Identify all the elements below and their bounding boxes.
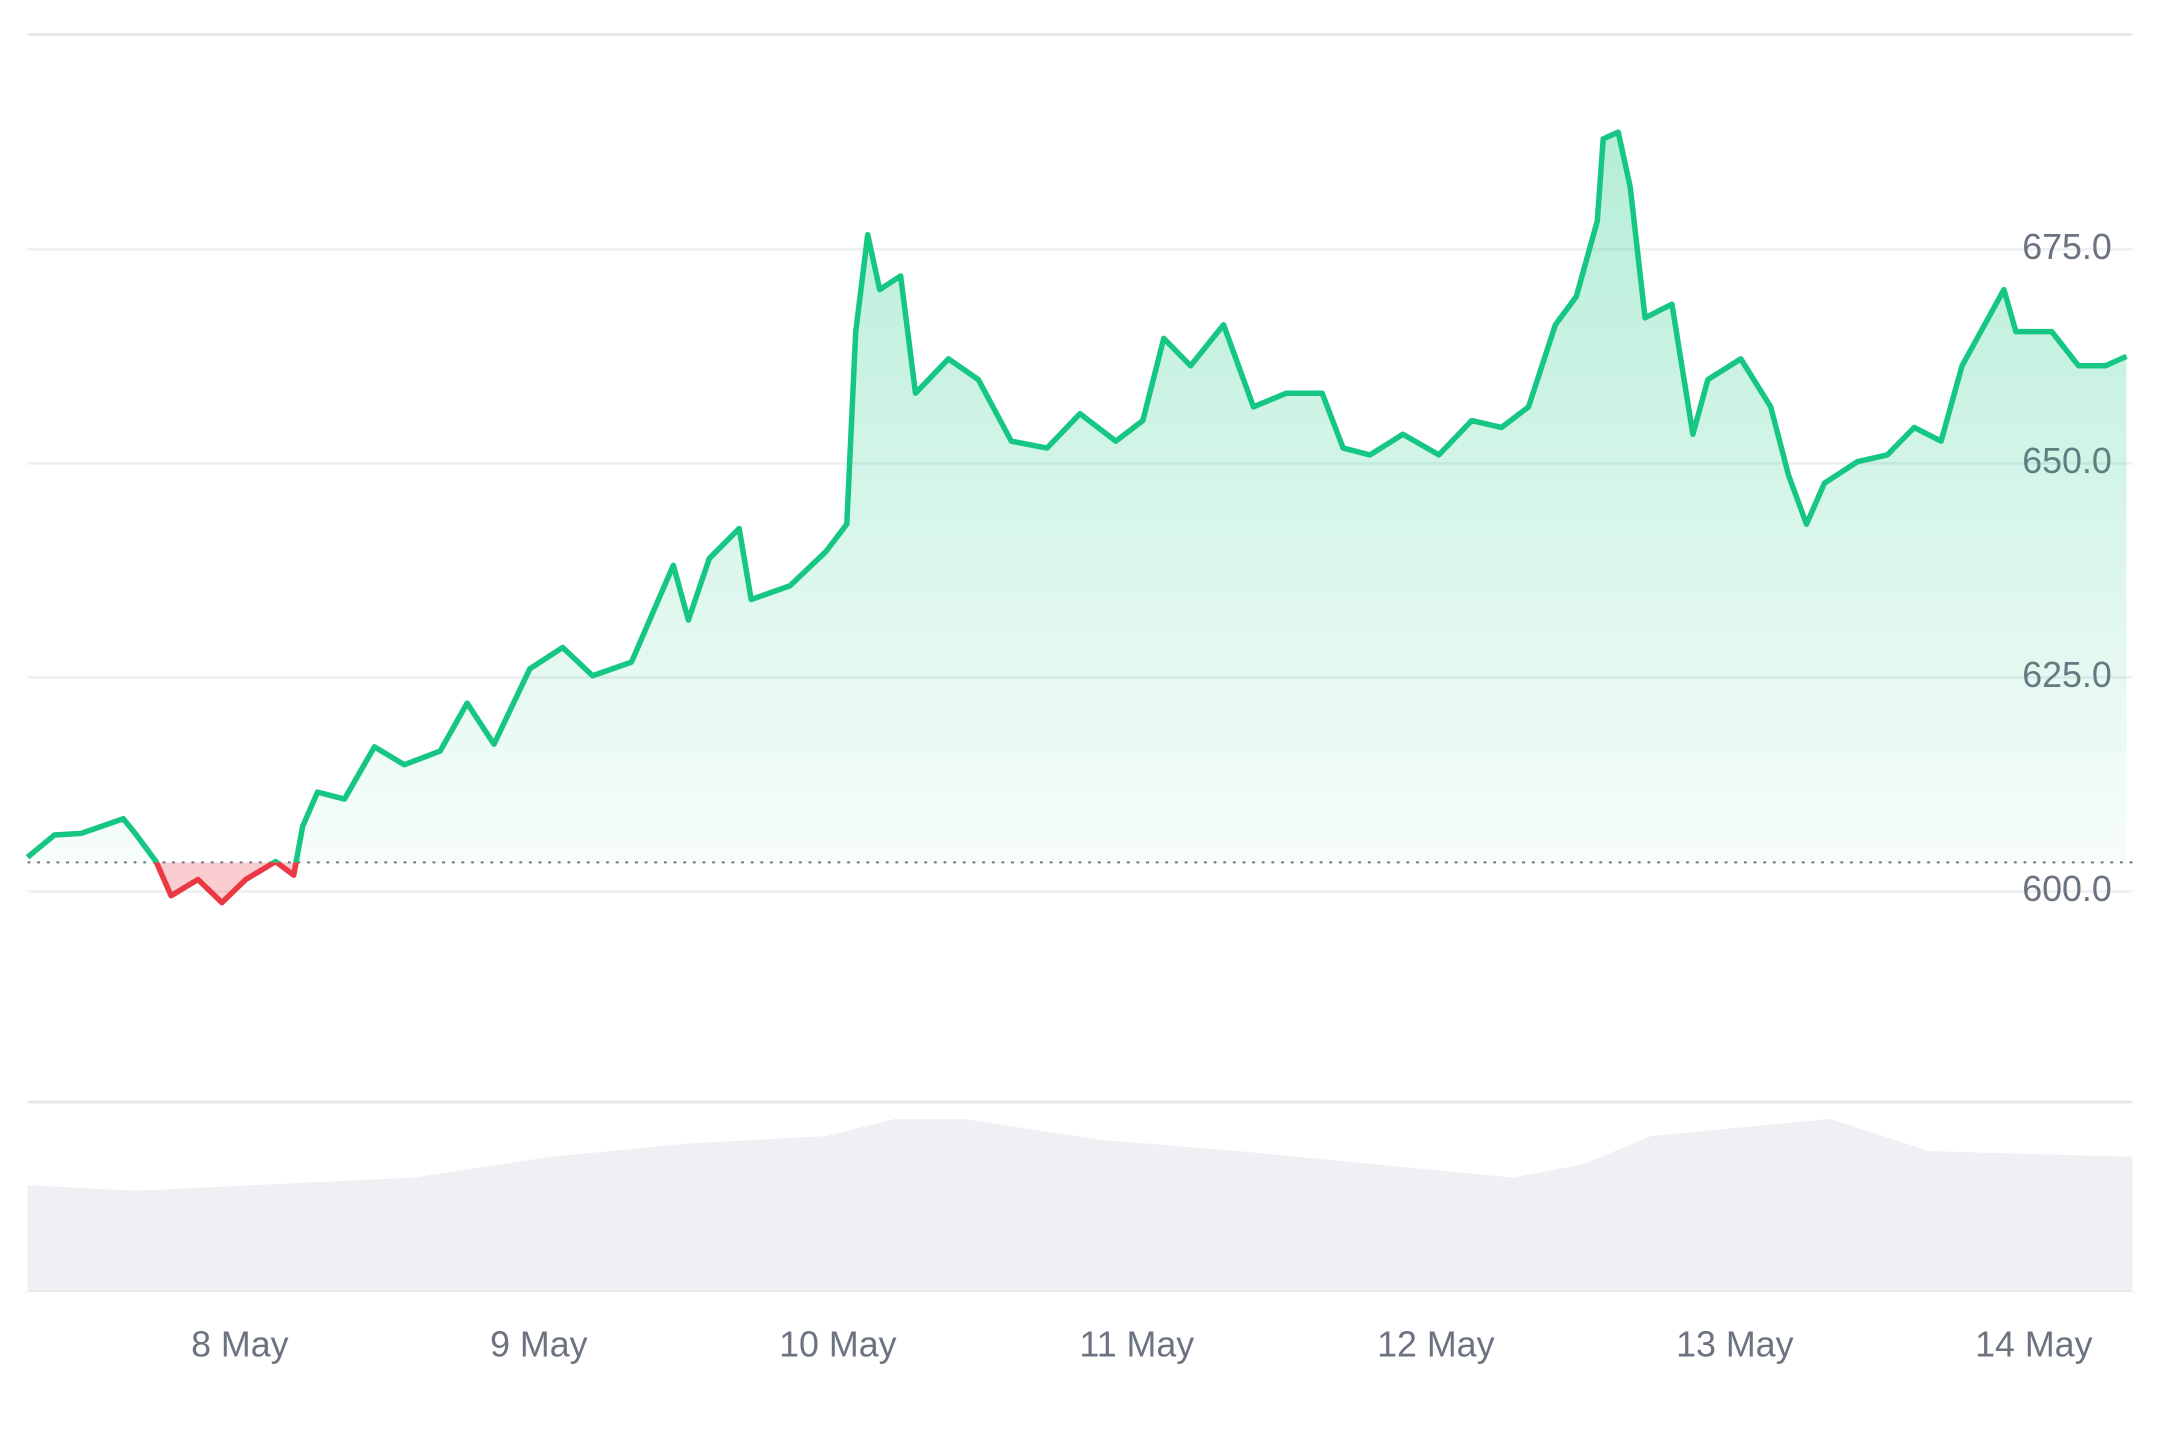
x-tick-label: 8 May [191,1325,289,1365]
x-tick-label: 13 May [1676,1325,1793,1365]
y-tick-label: 600.0 [2022,869,2112,909]
x-tick-label: 9 May [490,1325,588,1365]
x-tick-label: 12 May [1377,1325,1494,1365]
x-tick-label: 10 May [779,1325,896,1365]
x-tick-label: 11 May [1079,1325,1194,1365]
x-tick-label: 14 May [1975,1325,2092,1365]
area-below [156,862,297,903]
volume-area [27,1119,2133,1291]
area-above [27,132,2127,863]
price-line [25,129,2128,863]
y-tick-label: 675.0 [2022,227,2112,267]
